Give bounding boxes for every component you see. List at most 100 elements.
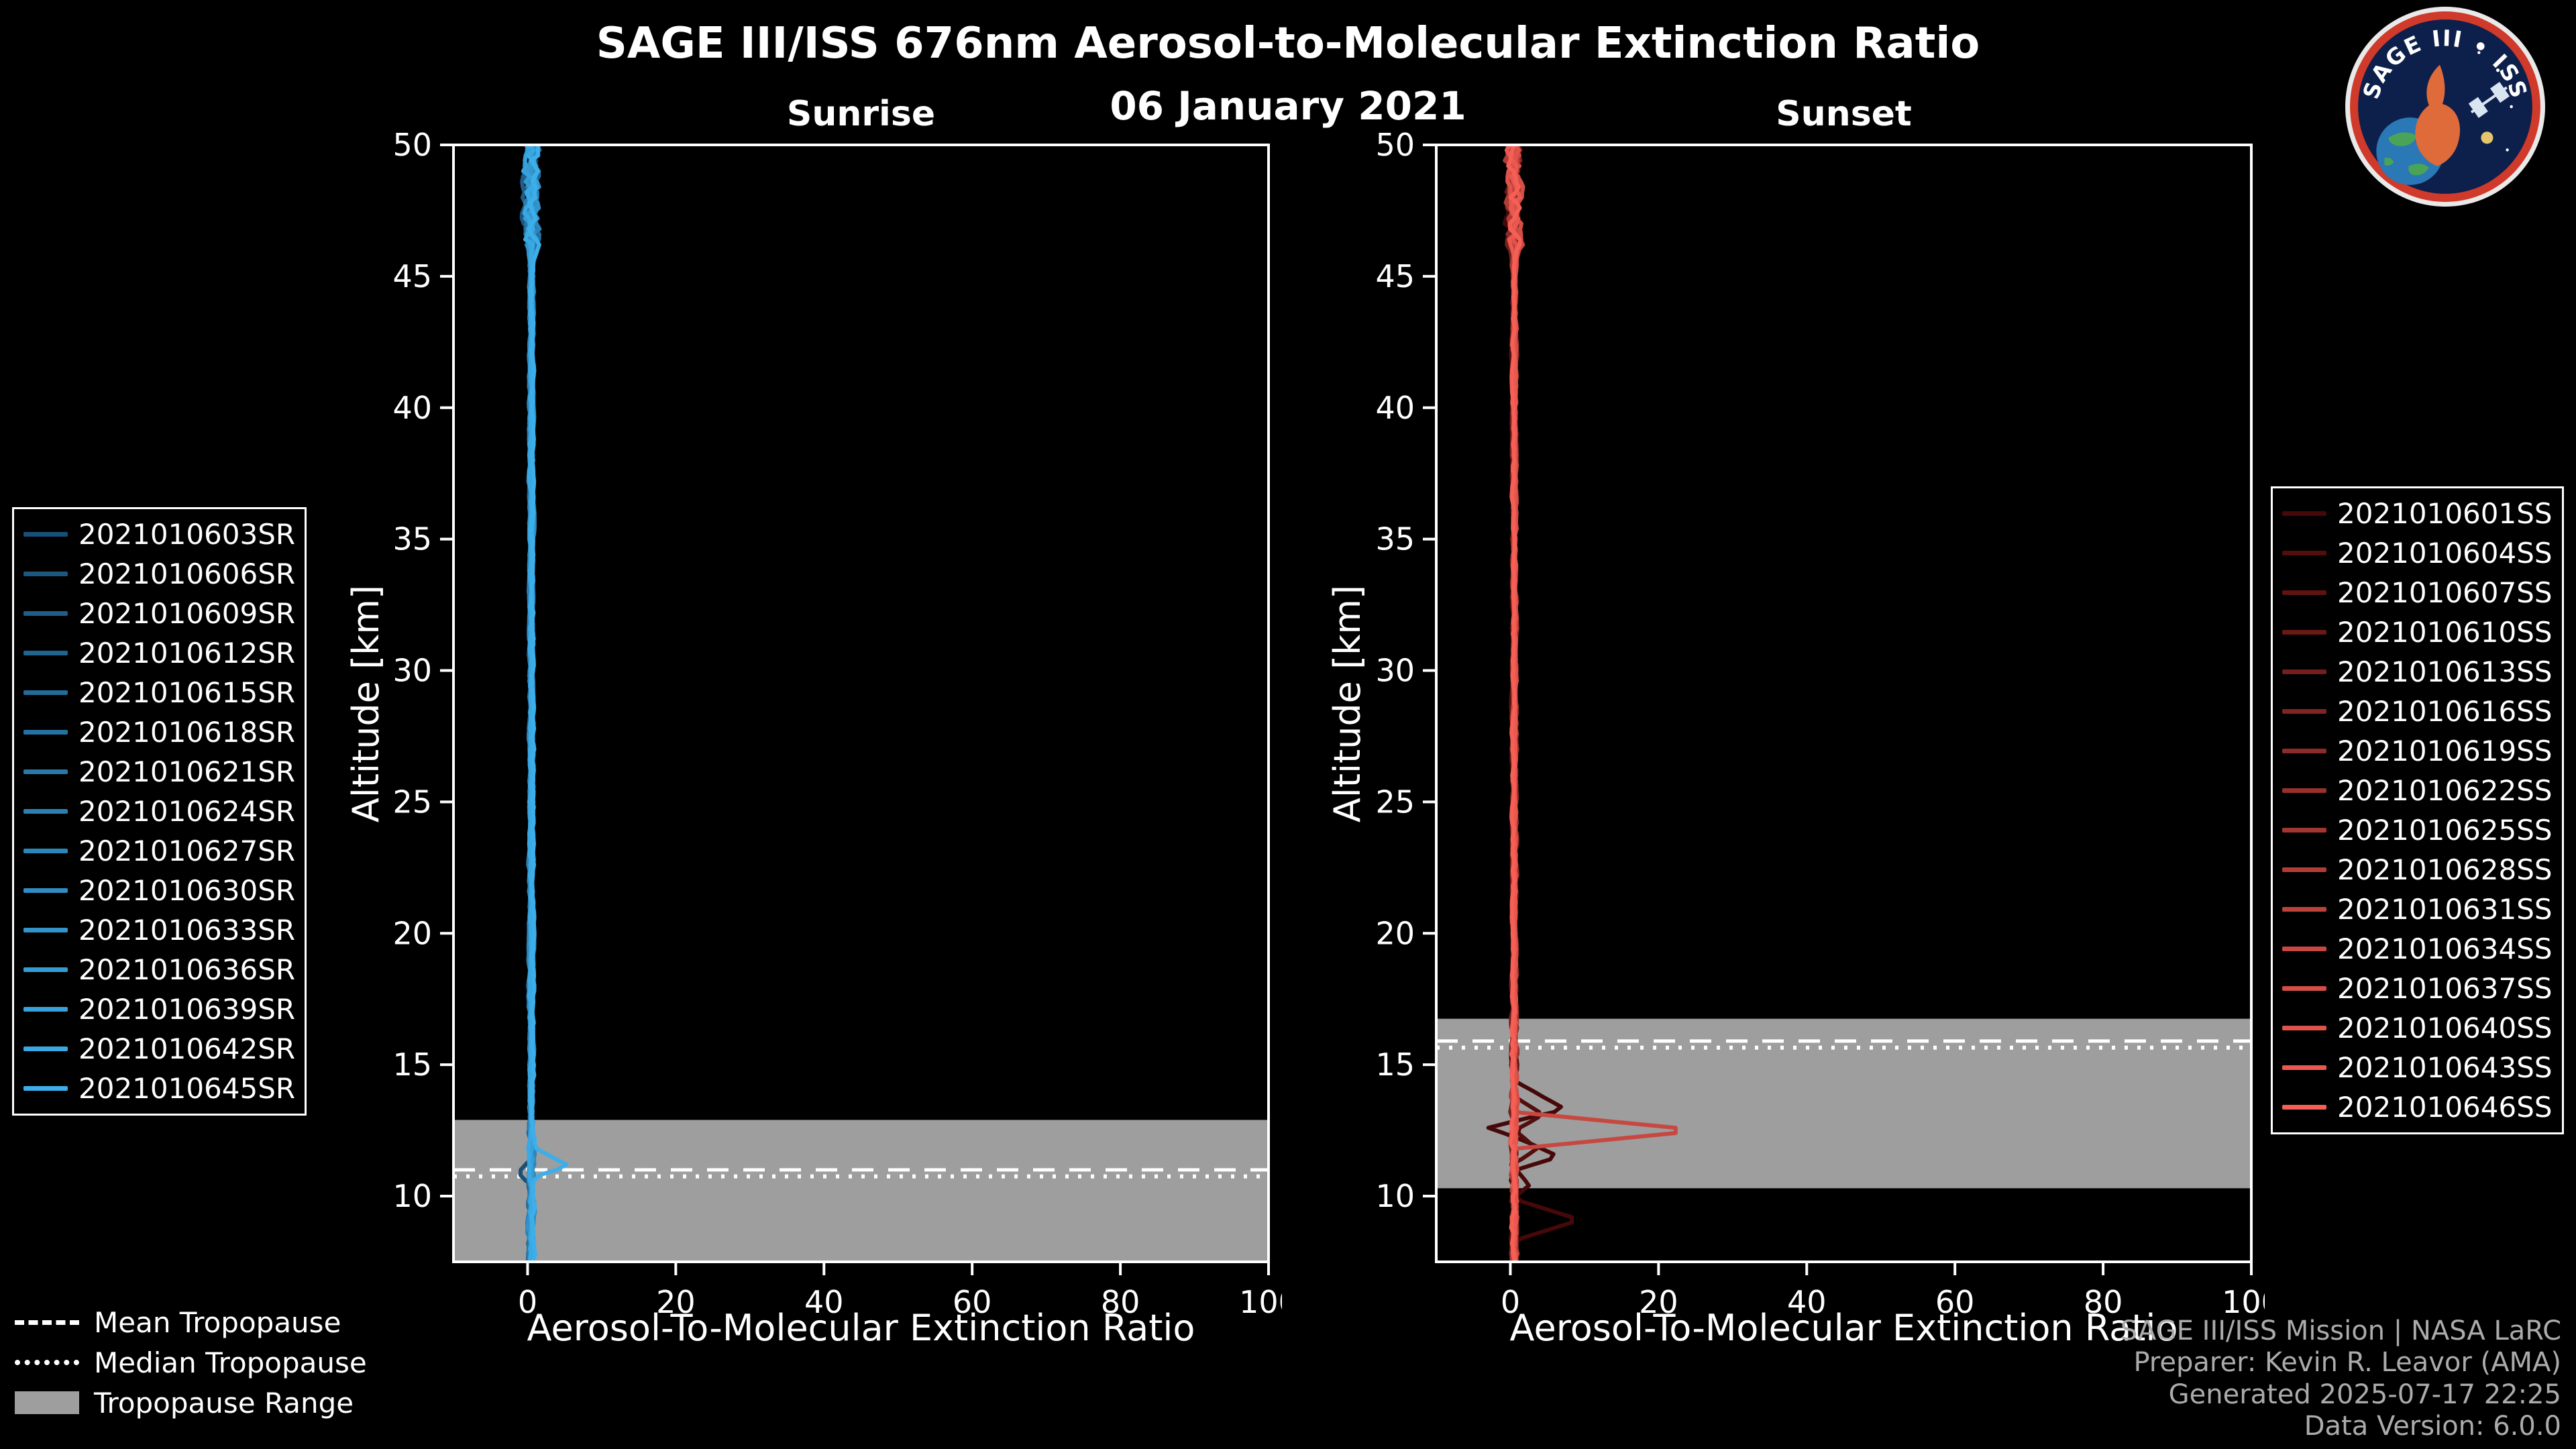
- legend-label: 2021010637SS: [2337, 972, 2553, 1005]
- x-tick-label: 100: [2222, 1284, 2265, 1320]
- profile-line-2021010646SS: [1506, 146, 1522, 1260]
- plot-border: [1435, 144, 2253, 1263]
- legend-line-swatch: [2282, 749, 2326, 753]
- y-tick-label: 25: [392, 784, 432, 820]
- legend-line-swatch: [23, 769, 68, 774]
- legend-line-swatch: [2282, 1026, 2326, 1030]
- x-tick-label: 20: [1639, 1284, 1678, 1320]
- dotted-line-swatch: [15, 1360, 79, 1365]
- legend-label: 2021010603SR: [78, 518, 296, 551]
- tropopause-range-legend-item: Tropopause Range: [15, 1387, 367, 1419]
- y-tick-label: 40: [392, 390, 432, 426]
- legend-item: 2021010618SR: [23, 712, 295, 752]
- legend-label: 2021010630SR: [78, 874, 296, 907]
- tropopause-legend: Mean Tropopause Median Tropopause Tropop…: [15, 1306, 367, 1419]
- tropopause-range-band: [453, 1120, 1269, 1262]
- sunrise-panel-title: Sunrise: [786, 94, 936, 134]
- legend-line-swatch: [23, 1046, 68, 1051]
- legend-label: 2021010613SS: [2337, 655, 2553, 688]
- legend-label: 2021010615SR: [78, 676, 296, 709]
- legend-line-swatch: [2282, 947, 2326, 951]
- legend-item: 2021010640SS: [2282, 1008, 2553, 1048]
- x-axis-label-sunrise: Aerosol-To-Molecular Extinction Ratio: [527, 1307, 1195, 1349]
- credit-line-version: Data Version: 6.0.0: [2304, 1410, 2561, 1442]
- sunrise-legend: 2021010603SR 2021010606SR 2021010609SR 2021…: [12, 507, 307, 1116]
- legend-item: 2021010631SS: [2282, 890, 2553, 929]
- legend-item: 2021010607SS: [2282, 573, 2553, 612]
- legend-line-swatch: [2282, 907, 2326, 912]
- legend-label: 2021010612SR: [78, 637, 296, 669]
- legend-line-swatch: [23, 1086, 68, 1091]
- legend-line-swatch: [23, 1007, 68, 1012]
- logo-star: [2477, 51, 2481, 54]
- legend-item: 2021010643SS: [2282, 1048, 2553, 1087]
- sage-iss-logo-icon: SAGE III • ISS: [2345, 7, 2545, 207]
- y-axis-label-sunset: Altitude [km]: [1326, 584, 1368, 823]
- legend-item: 2021010642SR: [23, 1029, 295, 1069]
- legend-line-swatch: [2282, 1105, 2326, 1110]
- x-tick-label: 40: [804, 1284, 844, 1320]
- legend-line-swatch: [2282, 828, 2326, 833]
- legend-label: 2021010640SS: [2337, 1012, 2553, 1044]
- logo-figure-icon: [2415, 64, 2461, 166]
- legend-line-swatch: [2282, 986, 2326, 991]
- legend-line-swatch: [23, 849, 68, 853]
- legend-item: 2021010613SS: [2282, 652, 2553, 692]
- y-tick-label: 10: [1375, 1178, 1415, 1214]
- legend-item: 2021010627SR: [23, 831, 295, 871]
- median-tropopause-label: Median Tropopause: [94, 1346, 367, 1379]
- legend-label: 2021010616SS: [2337, 695, 2553, 728]
- legend-label: 2021010607SS: [2337, 576, 2553, 609]
- legend-item: 2021010606SR: [23, 554, 295, 594]
- legend-label: 2021010646SS: [2337, 1091, 2553, 1124]
- y-tick-label: 35: [392, 521, 432, 557]
- legend-label: 2021010625SS: [2337, 814, 2553, 847]
- legend-line-swatch: [2282, 867, 2326, 872]
- sunset-panel-title: Sunset: [1776, 94, 1912, 134]
- legend-label: 2021010604SS: [2337, 537, 2553, 570]
- legend-label: 2021010622SS: [2337, 774, 2553, 807]
- y-tick-label: 50: [1375, 131, 1415, 163]
- credit-line-generated: Generated 2025-07-17 22:25: [2168, 1379, 2561, 1410]
- legend-line-swatch: [23, 809, 68, 814]
- legend-line-swatch: [23, 572, 68, 576]
- legend-label: 2021010624SR: [78, 795, 296, 828]
- legend-item: 2021010621SR: [23, 752, 295, 792]
- legend-line-swatch: [23, 532, 68, 537]
- gray-range-swatch: [15, 1391, 79, 1414]
- legend-line-swatch: [23, 730, 68, 735]
- logo-star: [2496, 68, 2500, 72]
- legend-label: 2021010634SS: [2337, 932, 2553, 965]
- profile-line-2021010645SR: [527, 146, 569, 1260]
- legend-item: 2021010615SR: [23, 673, 295, 712]
- chart-date: 06 January 2021: [1110, 83, 1466, 129]
- legend-item: 2021010601SS: [2282, 494, 2553, 533]
- legend-label: 2021010642SR: [78, 1032, 296, 1065]
- legend-item: 2021010639SR: [23, 989, 295, 1029]
- y-tick-label: 15: [1375, 1046, 1415, 1083]
- legend-line-swatch: [23, 611, 68, 616]
- legend-item: 2021010628SS: [2282, 850, 2553, 890]
- legend-item: 2021010637SS: [2282, 969, 2553, 1008]
- y-tick-label: 20: [392, 915, 432, 951]
- credit-line-mission: SAGE III/ISS Mission | NASA LaRC: [2120, 1316, 2561, 1347]
- x-tick-label: 40: [1787, 1284, 1827, 1320]
- y-tick-label: 45: [392, 258, 432, 294]
- logo-iss-icon: [2468, 82, 2510, 118]
- legend-line-swatch: [23, 888, 68, 893]
- legend-label: 2021010601SS: [2337, 497, 2553, 530]
- legend-line-swatch: [2282, 1065, 2326, 1070]
- legend-line-swatch: [2282, 630, 2326, 635]
- legend-label: 2021010610SS: [2337, 616, 2553, 649]
- y-tick-label: 20: [1375, 915, 1415, 951]
- tropopause-range-band: [1436, 1018, 2251, 1189]
- y-tick-label: 10: [392, 1178, 432, 1214]
- legend-label: 2021010633SR: [78, 914, 296, 947]
- legend-label: 2021010631SS: [2337, 893, 2553, 926]
- legend-label: 2021010619SS: [2337, 735, 2553, 767]
- legend-item: 2021010619SS: [2282, 731, 2553, 771]
- y-tick-label: 35: [1375, 521, 1415, 557]
- credits: SAGE III/ISS Mission | NASA LaRC Prepare…: [2121, 1316, 2561, 1442]
- legend-label: 2021010618SR: [78, 716, 296, 749]
